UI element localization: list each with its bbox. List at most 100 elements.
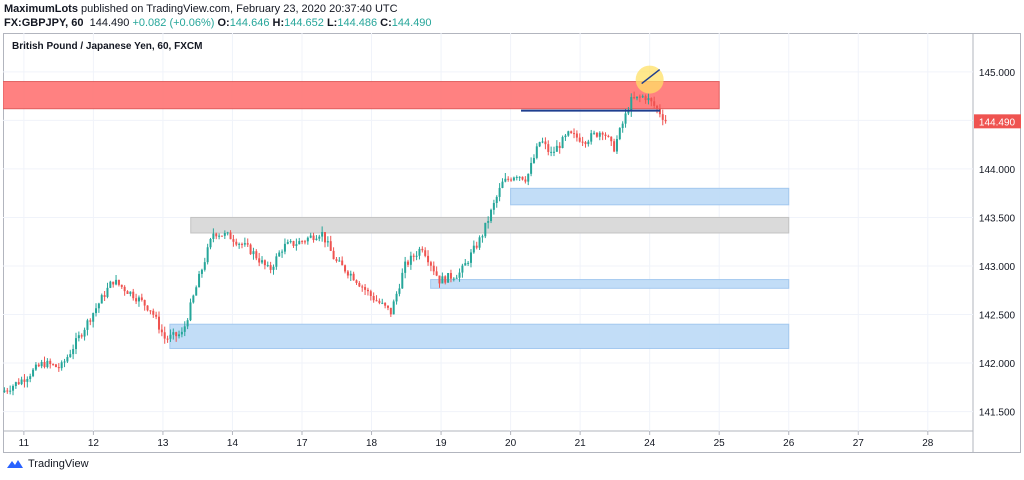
candle-body (335, 259, 338, 261)
candle-body (389, 307, 392, 315)
candle-body (484, 222, 487, 237)
candle-body (123, 286, 126, 292)
candle-body (610, 136, 613, 142)
x-tick-label: 11 (19, 438, 30, 449)
candle-body (40, 361, 43, 367)
candle-body (157, 316, 160, 330)
candle-body (415, 255, 418, 257)
candle-body (593, 132, 596, 134)
candle-body (590, 133, 593, 142)
candle-body (29, 376, 32, 379)
candle-body (49, 360, 52, 365)
candle-body (607, 135, 610, 137)
candle-body (69, 354, 72, 358)
candle-body (421, 248, 424, 251)
open-value: 144.646 (229, 17, 270, 29)
candle-body (155, 314, 158, 317)
candle-body (209, 238, 212, 248)
candle-body (661, 114, 664, 120)
candle-body (235, 241, 238, 245)
candle-body (478, 237, 481, 248)
candle-body (63, 361, 66, 363)
candle-body (149, 310, 152, 312)
candle-body (352, 273, 355, 281)
candle-body (656, 105, 659, 109)
candle-body (92, 313, 95, 322)
candle-body (472, 245, 475, 253)
candle-body (255, 251, 258, 259)
candle-body (249, 244, 252, 255)
candle-body (52, 364, 55, 366)
x-tick-label: 18 (366, 438, 378, 449)
candle-body (95, 308, 98, 314)
price-tag-bg (974, 114, 1021, 129)
candle-body (169, 334, 172, 339)
ohlc-bar: FX:GBPJPY, 60 144.490 +0.082 (+0.06%) O:… (4, 17, 432, 29)
candle-body (32, 369, 35, 377)
candle-body (258, 258, 261, 263)
candle-body (100, 295, 103, 304)
candle-body (524, 179, 527, 182)
candlestick-chart[interactable]: 145.000144.500144.000143.500143.000142.5… (2, 33, 1021, 453)
candle-body (598, 132, 601, 137)
candle-body (641, 96, 644, 98)
candle-body (341, 260, 344, 266)
candle-body (180, 331, 183, 335)
candle-body (283, 243, 286, 252)
candle-body (427, 255, 430, 263)
candle-body (355, 280, 358, 284)
candle-body (17, 382, 20, 385)
author-name[interactable]: MaximumLots (4, 3, 78, 15)
candle-body (295, 244, 298, 246)
candle-body (395, 293, 398, 302)
candle-body (424, 250, 427, 256)
candle-body (243, 243, 246, 245)
candle-body (183, 326, 186, 332)
candle-body (407, 261, 410, 265)
candle-body (212, 233, 215, 239)
candle-body (544, 141, 547, 145)
candle-body (74, 338, 77, 350)
tradingview-brand[interactable]: TradingView (6, 458, 89, 470)
candle-body (375, 300, 378, 302)
candle-body (60, 362, 63, 369)
low-label: L: (326, 17, 338, 29)
candle-body (175, 332, 178, 337)
y-tick-label: 144.000 (979, 165, 1016, 176)
candle-body (146, 305, 149, 311)
candle-body (9, 390, 12, 392)
candle-body (298, 241, 301, 245)
candle-body (541, 141, 544, 143)
y-tick-label: 143.000 (979, 262, 1016, 273)
candle-body (521, 176, 524, 180)
low-value: 144.486 (337, 17, 378, 29)
candle-body (195, 287, 198, 296)
zones (2, 81, 790, 349)
candle-body (441, 276, 444, 284)
candle-body (444, 276, 447, 283)
candle-body (103, 295, 106, 297)
candle-body (464, 263, 467, 266)
x-tick-label: 27 (853, 438, 865, 449)
time-axis[interactable]: 11 12 13 14 17 18 19 20 21 24 25 26 27 28 (19, 431, 934, 449)
candle-body (152, 310, 155, 315)
candle-body (624, 113, 627, 124)
candle-body (306, 237, 309, 242)
close-value: 144.490 (391, 17, 432, 29)
candle-body (321, 232, 324, 237)
candle-body (492, 203, 495, 210)
candle-body (229, 232, 232, 240)
candle-body (240, 243, 244, 245)
candle-body (309, 235, 312, 238)
candle-body (627, 111, 630, 114)
zone-resistance (2, 81, 720, 110)
candle-body (77, 335, 80, 339)
chart-frame[interactable]: 145.000144.500144.000143.500143.000142.5… (2, 33, 1021, 453)
high-label: H: (272, 17, 285, 29)
candle-body (487, 221, 490, 223)
candle-body (644, 96, 647, 101)
candle-body (198, 273, 201, 288)
candle-body (215, 233, 218, 237)
price-change: +0.082 (+0.06%) (132, 17, 215, 29)
candle-body (561, 137, 564, 149)
